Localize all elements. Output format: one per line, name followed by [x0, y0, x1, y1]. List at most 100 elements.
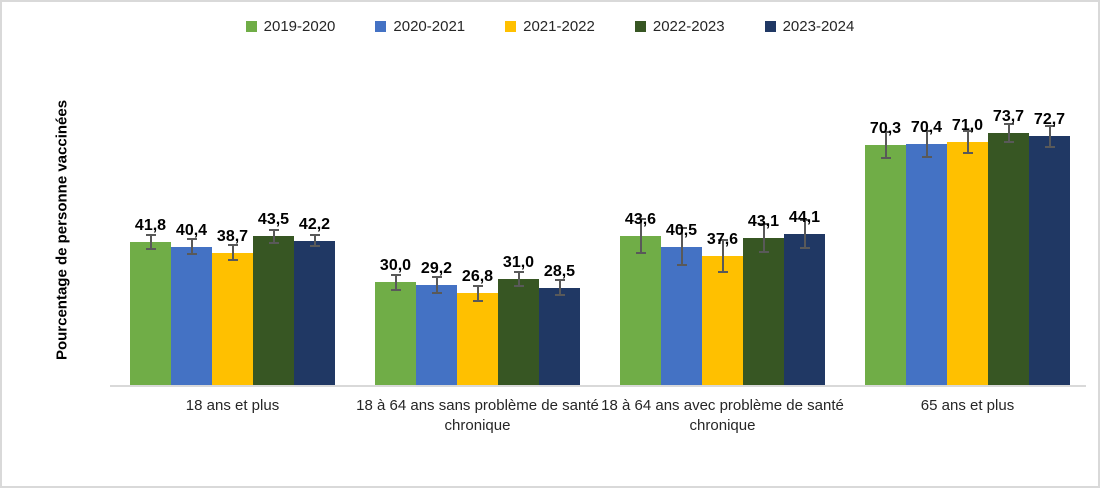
- error-bar-2020-2021: [680, 229, 683, 264]
- error-bar-2022-2023: [762, 224, 765, 251]
- bar-2023-2024: [1029, 136, 1070, 385]
- value-label-2021-2022: 38,7: [216, 227, 249, 245]
- error-bar-cap-bottom: [268, 241, 279, 244]
- error-bar-cap-bottom: [962, 152, 973, 155]
- error-bar-cap-bottom: [472, 300, 483, 303]
- error-bar-2023-2024: [313, 235, 316, 246]
- bar-2023-2024: [539, 287, 580, 385]
- value-label-2019-2020: 30,0: [379, 257, 412, 275]
- legend-label: 2023-2024: [782, 18, 855, 35]
- error-bar-2019-2020: [884, 132, 887, 157]
- error-bar-cap-bottom: [758, 250, 769, 253]
- legend-label: 2019-2020: [263, 18, 336, 35]
- error-bar-2023-2024: [558, 281, 561, 294]
- error-bar-cap-bottom: [1044, 145, 1055, 148]
- error-bar-cap-bottom: [676, 263, 687, 266]
- error-bar-2022-2023: [272, 230, 275, 242]
- bar-2023-2024: [784, 234, 825, 385]
- legend-item-2021-2022: 2021-2022: [505, 18, 595, 35]
- bar-group-1: 41,8 40,4 38,7 43,5 42,2: [130, 107, 335, 385]
- value-label-2022-2023: 43,1: [747, 212, 780, 230]
- value-label-2023-2024: 28,5: [543, 262, 576, 280]
- error-bar-cap-bottom: [1003, 140, 1014, 143]
- error-bar-cap-top: [880, 130, 891, 133]
- value-label-2020-2021: 70,4: [910, 119, 943, 137]
- error-bar-cap-bottom: [186, 253, 197, 256]
- bar-2023-2024: [294, 240, 335, 385]
- value-label-2021-2022: 71,0: [951, 117, 984, 135]
- error-bar-cap-bottom: [431, 291, 442, 294]
- legend-swatch-2023-2024: [764, 21, 776, 32]
- error-bar-cap-bottom: [513, 285, 524, 288]
- bar-2022-2023: [253, 236, 294, 385]
- error-bar-2021-2022: [476, 286, 479, 301]
- error-bar-cap-top: [799, 219, 810, 222]
- category-label-4: 65 ans et plus: [920, 397, 1015, 414]
- value-label-2019-2020: 41,8: [134, 217, 167, 235]
- error-bar-cap-top: [921, 130, 932, 133]
- error-bar-2019-2020: [394, 275, 397, 290]
- bar-2021-2022: [457, 293, 498, 385]
- legend-item-2020-2021: 2020-2021: [375, 18, 465, 35]
- legend-label: 2022-2023: [652, 18, 725, 35]
- error-bar-cap-bottom: [880, 156, 891, 159]
- value-label-2020-2021: 29,2: [420, 260, 453, 278]
- bar-2019-2020: [865, 144, 906, 385]
- error-bar-cap-bottom: [390, 289, 401, 292]
- bar-group-4: 70,3 70,4 71,0 73,7 72,7: [865, 107, 1070, 385]
- error-bar-2022-2023: [1007, 125, 1010, 141]
- error-bar-2023-2024: [803, 221, 806, 248]
- error-bar-cap-top: [1044, 124, 1055, 127]
- bar-2022-2023: [988, 132, 1029, 385]
- bar-2021-2022: [212, 252, 253, 385]
- legend: 2019-2020 2020-2021 2021-2022 2022-2023 2023…: [2, 18, 1098, 35]
- error-bar-2022-2023: [517, 272, 520, 286]
- error-bar-cap-bottom: [921, 156, 932, 159]
- error-bar-cap-top: [186, 238, 197, 241]
- value-label-2021-2022: 37,6: [706, 231, 739, 249]
- bar-2020-2021: [661, 246, 702, 385]
- legend-label: 2020-2021: [393, 18, 466, 35]
- error-bar-cap-bottom: [309, 245, 320, 248]
- bar-2020-2021: [171, 246, 212, 385]
- legend-label: 2021-2022: [523, 18, 595, 35]
- legend-swatch-2021-2022: [505, 21, 517, 32]
- error-bar-cap-top: [227, 244, 238, 247]
- error-bar-2021-2022: [231, 246, 234, 260]
- category-label-2: 18 à 64 ans sans problème de santé chron…: [356, 397, 599, 435]
- value-label-2023-2024: 44,1: [788, 209, 821, 227]
- error-bar-cap-top: [676, 227, 687, 230]
- legend-swatch-2020-2021: [375, 21, 387, 32]
- bar-2021-2022: [702, 256, 743, 385]
- error-bar-cap-top: [635, 217, 646, 220]
- bar-2020-2021: [906, 144, 947, 385]
- bar-2020-2021: [416, 285, 457, 385]
- legend-swatch-2022-2023: [634, 21, 646, 32]
- y-axis-title: Pourcentage de personne vaccinées: [53, 99, 71, 361]
- error-bar-cap-bottom: [145, 248, 156, 251]
- value-label-2020-2021: 40,5: [665, 221, 698, 239]
- error-bar-2021-2022: [721, 241, 724, 272]
- error-bar-cap-top: [145, 233, 156, 236]
- error-bar-2020-2021: [435, 278, 438, 292]
- error-bar-2019-2020: [149, 235, 152, 249]
- bar-2021-2022: [947, 142, 988, 385]
- error-bar-cap-bottom: [799, 247, 810, 250]
- error-bar-cap-bottom: [717, 271, 728, 274]
- error-bar-2020-2021: [925, 132, 928, 157]
- error-bar-cap-top: [717, 239, 728, 242]
- error-bar-cap-top: [309, 233, 320, 236]
- bar-group-2: 30,0 29,2 26,8 31,0 28,5: [375, 107, 580, 385]
- error-bar-cap-top: [962, 129, 973, 132]
- error-bar-2023-2024: [1048, 126, 1051, 146]
- error-bar-2020-2021: [190, 240, 193, 254]
- error-bar-2019-2020: [639, 219, 642, 252]
- category-label-3: 18 à 64 ans avec problème de santé chron…: [601, 397, 844, 435]
- bar-2019-2020: [375, 282, 416, 385]
- legend-item-2023-2024: 2023-2024: [764, 18, 855, 35]
- error-bar-2021-2022: [966, 131, 969, 153]
- bar-group-3: 43,6 40,5 37,6 43,1 44,1: [620, 107, 825, 385]
- error-bar-cap-top: [431, 276, 442, 279]
- value-label-2023-2024: 42,2: [298, 215, 331, 233]
